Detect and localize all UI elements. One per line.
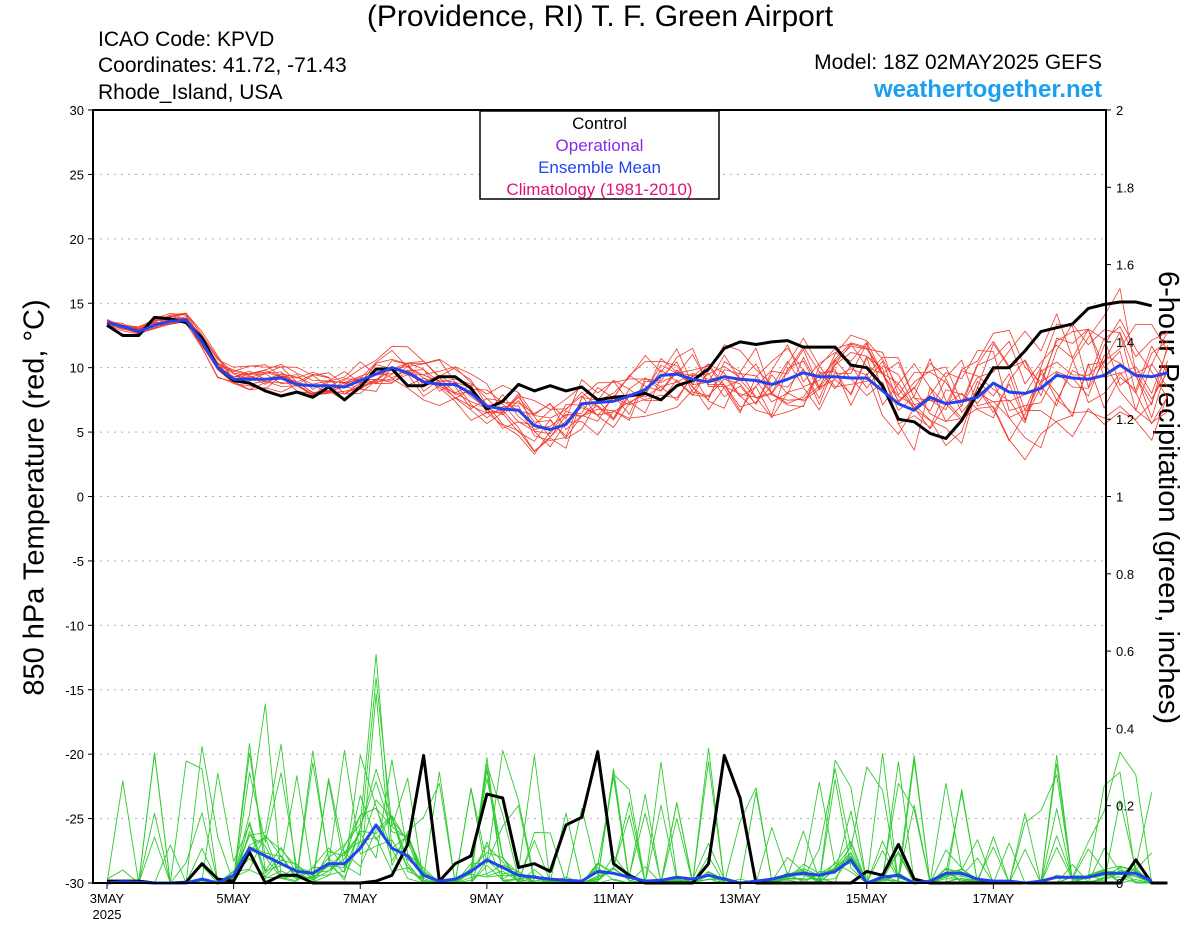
legend-box [479,110,720,200]
legend-entry: Climatology (1981-2010) [506,180,692,199]
ensemble-member-precip-line [107,759,1152,884]
y-tick-label: 5 [77,425,84,440]
y2-tick-label: 0 [1116,876,1123,891]
y-tick-label: 30 [70,103,84,118]
legend-entry: Control [572,114,627,133]
y2-tick-label: 0.8 [1116,567,1134,582]
x-tick-label: 7MAY [343,891,378,906]
ensemble-member-temp-line [106,312,1168,442]
y-tick-label: -15 [65,683,84,698]
y-tick-label: -30 [65,876,84,891]
ensemble-member-precip-line [107,750,1152,884]
y-tick-label: 10 [70,361,84,376]
coordinates: Coordinates: 41.72, -71.43 [98,54,347,77]
ensemble-mean-temperature-line [106,318,1168,431]
x-tick-label: 9MAY [470,891,505,906]
x-tick-label: 3MAY [90,891,125,906]
control-precipitation-line [107,750,1168,885]
ensemble-member-temp-line [106,317,1168,455]
ensemble-member-temp-line [106,316,1168,428]
ensemble-member-temp-line [106,315,1168,449]
legend-entry: Ensemble Mean [538,158,661,177]
y2-tick-label: 1.8 [1116,180,1134,195]
y2-tick-label: 0.4 [1116,721,1134,736]
ensemble-member-precip-line [107,754,1153,884]
ensemble-member-temp-line [106,317,1168,437]
x-tick-label: 15MAY [846,891,888,906]
ensemble-member-precip-line [107,743,1153,884]
y-tick-label: 25 [70,167,84,182]
ensemble-mean-precipitation-line [106,823,1153,885]
region-label: Rhode_Island, USA [98,81,283,104]
ensemble-member-precip-line [107,745,1152,884]
x-tick-label: 5MAY [216,891,251,906]
ensemble-member-temp-line [106,321,1168,448]
ensemble-member-precip-line [106,743,1152,884]
y-tick-label: -5 [72,554,84,569]
model-run-label: Model: 18Z 02MAY2025 GEFS [814,51,1102,74]
legend-entry: Operational [556,136,644,155]
ensemble-member-temp-line [106,312,1168,446]
chart-title: (Providence, RI) T. F. Green Airport [366,0,834,33]
ensemble-member-temp-line [106,313,1168,430]
y2-tick-label: 1.6 [1116,258,1134,273]
y-tick-label: 20 [70,232,84,247]
y2-tick-label: 1.4 [1116,335,1134,350]
y2-tick-label: 1.2 [1116,412,1134,427]
y2-tick-label: 0.2 [1116,799,1134,814]
site-name: weathertogether.net [873,76,1102,103]
y2-tick-label: 1 [1116,490,1123,505]
y-tick-label: -25 [65,812,84,827]
y2-tick-label: 0.6 [1116,644,1134,659]
icao-code: ICAO Code: KPVD [98,28,275,51]
y-tick-label: 0 [77,490,84,505]
y2-tick-label: 2 [1116,103,1123,118]
x-tick-sublabel: 2025 [93,907,122,922]
ensemble-member-precip-line [107,752,1152,884]
x-tick-label: 13MAY [719,891,761,906]
x-tick-label: 11MAY [593,891,634,906]
y-tick-label: -20 [65,747,84,762]
y-tick-label: 15 [70,296,84,311]
y-tick-label: -10 [65,618,84,633]
x-tick-label: 17MAY [973,891,1015,906]
